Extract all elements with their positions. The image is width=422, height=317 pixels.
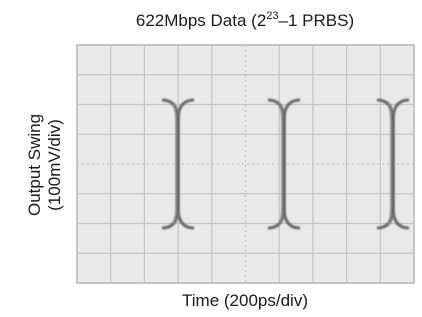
y-axis-label: (100mV/div) (45, 119, 64, 211)
y-axis-label: Output Swing (25, 114, 44, 216)
x-axis-label: Time (200ps/div) (182, 291, 308, 310)
title-superscript: 23 (266, 10, 278, 22)
title-tail: –1 PRBS) (279, 11, 355, 30)
scope-screen (77, 45, 414, 283)
chart-title: 622Mbps Data (223–1 PRBS) (136, 10, 354, 30)
chart: 622Mbps Data (223–1 PRBS) Output Swing (… (0, 0, 422, 317)
page: 622Mbps Data (223–1 PRBS) Output Swing (… (0, 0, 422, 317)
title-text: 622Mbps Data (2 (136, 11, 266, 30)
